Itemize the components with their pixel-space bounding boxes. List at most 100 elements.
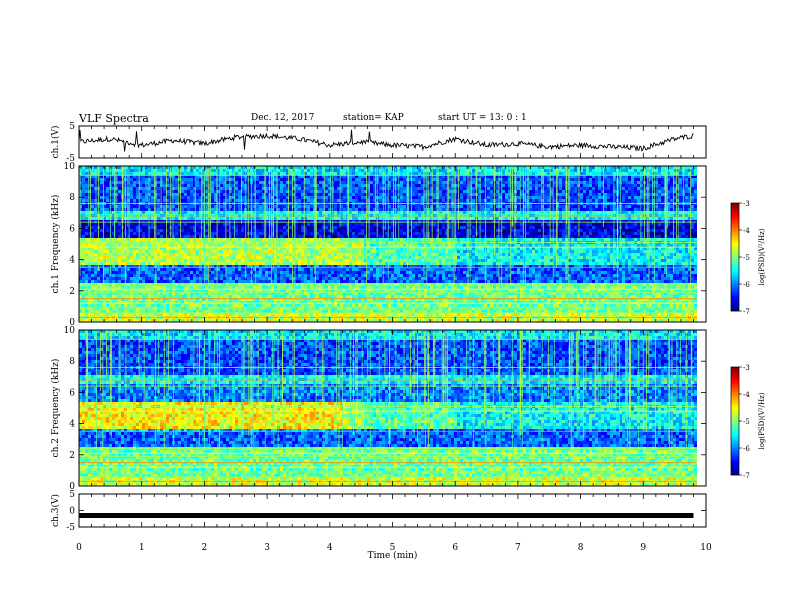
colorbar-step xyxy=(731,284,739,286)
y-tick-label: 2 xyxy=(69,287,75,297)
colorbar-step xyxy=(731,370,739,372)
y-tick-label: 6 xyxy=(69,388,75,398)
colorbar-step xyxy=(731,424,739,426)
colorbar-step xyxy=(731,448,739,450)
colorbar-step xyxy=(731,384,739,386)
figure-title: VLF Spectra xyxy=(79,112,149,125)
y-tick-label: -5 xyxy=(66,523,75,533)
colorbar-step xyxy=(731,279,739,281)
colorbar-step xyxy=(731,301,739,303)
colorbar-step xyxy=(731,236,739,238)
colorbar-step xyxy=(731,293,739,295)
colorbar-tick-label: -5 xyxy=(743,254,750,262)
colorbar-step xyxy=(731,252,739,254)
colorbar-step xyxy=(731,303,739,305)
colorbar-step xyxy=(731,445,739,447)
colorbar-step xyxy=(731,257,739,259)
colorbar-step xyxy=(731,467,739,469)
colorbar-step xyxy=(731,372,739,374)
colorbar-step xyxy=(731,395,739,397)
colorbar-step xyxy=(731,231,739,233)
y-tick-label: 10 xyxy=(64,162,76,172)
y-tick-label: 0 xyxy=(69,507,75,517)
x-tick-label: 9 xyxy=(640,543,646,553)
colorbar-step xyxy=(731,214,739,216)
colorbar-step xyxy=(731,233,739,235)
colorbar-step xyxy=(731,263,739,265)
x-tick-label: 7 xyxy=(515,543,521,553)
colorbar-step xyxy=(731,239,739,241)
colorbar-step xyxy=(731,288,739,290)
colorbar-tick-label: -3 xyxy=(743,200,750,208)
colorbar-step xyxy=(731,401,739,403)
colorbar-step xyxy=(731,473,739,475)
colorbar-step xyxy=(731,379,739,381)
colorbar-step xyxy=(731,255,739,257)
colorbar-step xyxy=(731,436,739,438)
colorbar-step xyxy=(731,443,739,445)
colorbar-step xyxy=(731,403,739,405)
colorbar-step xyxy=(731,438,739,440)
colorbar-step xyxy=(731,409,739,411)
colorbar-step xyxy=(731,287,739,289)
x-tick-label: 4 xyxy=(327,543,333,553)
colorbar-step xyxy=(731,286,739,288)
x-tick-label: 2 xyxy=(202,543,208,553)
colorbar-step xyxy=(731,432,739,434)
ch1-voltage-series xyxy=(78,129,694,152)
colorbar-step xyxy=(731,460,739,462)
colorbar-step xyxy=(731,227,739,229)
colorbar-step xyxy=(731,309,739,311)
colorbar-step xyxy=(731,441,739,443)
colorbar-step xyxy=(731,308,739,310)
colorbar-step xyxy=(731,455,739,457)
colorbar-step xyxy=(731,295,739,297)
colorbar-step xyxy=(731,451,739,453)
colorbar-step xyxy=(731,386,739,388)
colorbar-step xyxy=(731,248,739,250)
colorbar-step xyxy=(731,392,739,394)
y-tick-label: 5 xyxy=(69,490,75,500)
colorbar-step xyxy=(731,280,739,282)
colorbar-step xyxy=(731,209,739,211)
colorbar-step xyxy=(731,204,739,206)
colorbar-step xyxy=(731,274,739,276)
colorbar-step xyxy=(731,223,739,225)
colorbar-step xyxy=(731,247,739,249)
colorbar-step xyxy=(731,450,739,452)
colorbar-step xyxy=(731,206,739,208)
colorbar-step xyxy=(731,300,739,302)
colorbar-step xyxy=(731,273,739,275)
y-tick-label: 2 xyxy=(69,451,75,461)
colorbar-step xyxy=(731,459,739,461)
colorbar-step xyxy=(731,408,739,410)
colorbar-step xyxy=(731,246,739,248)
colorbar-step xyxy=(731,465,739,467)
colorbar-step xyxy=(731,216,739,218)
x-tick-label: 5 xyxy=(390,543,396,553)
colorbar-step xyxy=(731,258,739,260)
colorbar-step xyxy=(731,377,739,379)
station-label: station= KAP xyxy=(343,113,404,123)
colorbar-step xyxy=(731,294,739,296)
colorbar-step xyxy=(731,270,739,272)
colorbar-step xyxy=(731,228,739,230)
colorbar-step xyxy=(731,208,739,210)
colorbar-step xyxy=(731,299,739,301)
colorbar-step xyxy=(731,469,739,471)
colorbar-step xyxy=(731,237,739,239)
colorbar-step xyxy=(731,265,739,267)
colorbar-step xyxy=(731,411,739,413)
colorbar-step xyxy=(731,462,739,464)
colorbar-step xyxy=(731,453,739,455)
colorbar-step xyxy=(731,276,739,278)
colorbar-step xyxy=(731,398,739,400)
colorbar-step xyxy=(731,245,739,247)
colorbar-tick-label: -6 xyxy=(743,281,750,289)
colorbar-step xyxy=(731,302,739,304)
colorbar-step xyxy=(731,393,739,395)
colorbar-step xyxy=(731,213,739,215)
colorbar-step xyxy=(731,434,739,436)
colorbar-step xyxy=(731,289,739,291)
